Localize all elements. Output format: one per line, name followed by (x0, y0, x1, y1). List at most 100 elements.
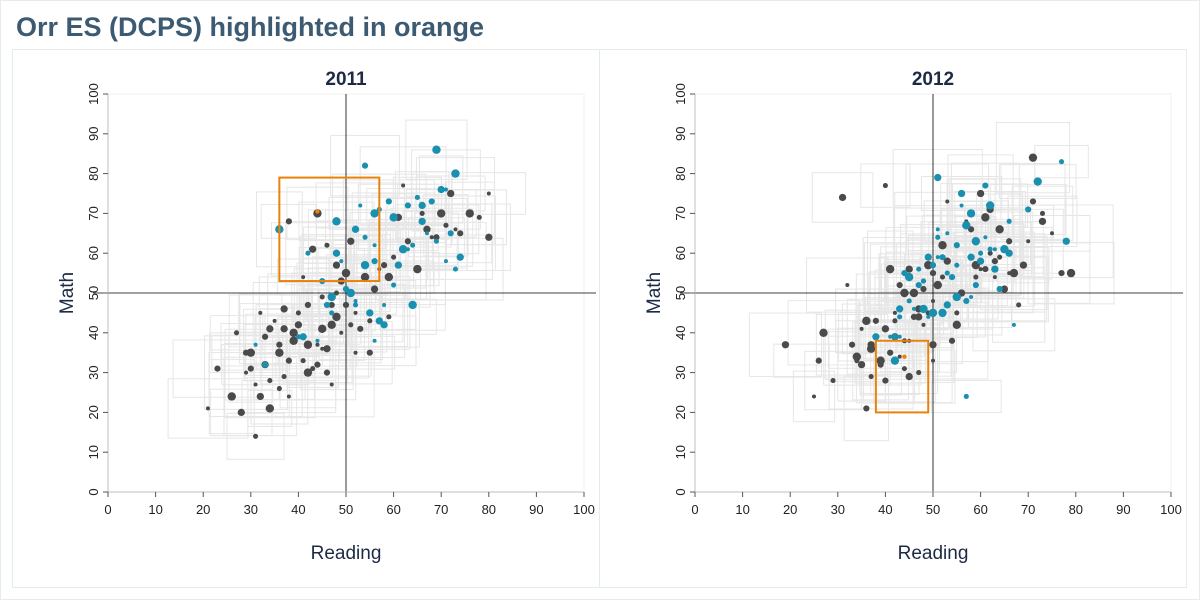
confidence-box (394, 171, 450, 240)
data-point-dark (854, 358, 860, 364)
data-point-dark (978, 267, 983, 272)
y-tick-label: 80 (86, 166, 101, 180)
data-point-dark (276, 341, 283, 348)
data-point-dark (916, 370, 922, 376)
data-point-blue (329, 310, 335, 316)
confidence-box (220, 323, 291, 367)
data-point-dark (881, 325, 890, 333)
x-tick-label: 20 (783, 502, 797, 517)
data-point-blue (954, 262, 960, 268)
data-point-blue (395, 262, 402, 269)
data-point-dark (476, 214, 482, 220)
data-point-dark (285, 218, 292, 225)
confidence-box (221, 343, 309, 386)
data-point-dark (453, 227, 458, 232)
x-tick-label: 60 (386, 502, 400, 517)
data-point-dark (205, 406, 210, 411)
data-point-dark (1006, 238, 1013, 245)
data-point-blue (872, 333, 880, 341)
data-point-dark (404, 238, 411, 245)
confidence-box (792, 370, 836, 423)
confidence-box (286, 186, 349, 241)
data-point-dark (289, 328, 298, 337)
data-point-dark (945, 199, 950, 204)
data-point-blue (916, 266, 922, 272)
data-point-dark (295, 310, 301, 316)
data-point-dark (781, 341, 790, 349)
confidence-box (873, 334, 936, 403)
data-point-dark (304, 301, 312, 309)
confidence-box (386, 197, 468, 269)
confidence-box (998, 164, 1077, 199)
data-point-blue (385, 198, 392, 205)
data-point-blue (992, 247, 997, 252)
scatter-plot-2011: 0 10 20 30 40 50 60 70 80 90 100 0 10 20 30 40 50 60 70 80 9… (57, 69, 596, 564)
x-tick-label: 0 (104, 502, 111, 517)
y-tick-label: 10 (673, 445, 688, 459)
data-point-blue (391, 282, 397, 288)
data-point-blue (1011, 322, 1016, 327)
x-tick-label: 50 (339, 502, 353, 517)
data-point-dark (852, 352, 862, 361)
data-point-blue (437, 185, 445, 194)
y-tick-label: 70 (673, 206, 688, 220)
data-point-blue (443, 259, 448, 264)
data-point-blue (456, 253, 464, 261)
data-point-blue (1062, 237, 1070, 245)
y-tick-label: 0 (673, 488, 688, 495)
data-point-blue (939, 254, 946, 261)
confidence-box (1011, 185, 1074, 242)
confidence-box (892, 149, 983, 207)
data-point-blue (897, 314, 903, 320)
data-point-blue (315, 338, 320, 343)
data-point-dark (882, 377, 889, 384)
data-point-dark (901, 366, 907, 372)
confidence-box (353, 283, 406, 358)
data-point-dark (280, 325, 288, 333)
data-point-dark (367, 318, 373, 324)
data-point-blue (452, 266, 459, 272)
data-point-blue (896, 305, 904, 313)
data-point-blue (404, 202, 411, 209)
data-point-blue (915, 281, 922, 289)
confidence-box (1027, 241, 1115, 305)
data-point-blue (253, 342, 258, 347)
data-point-dark (233, 330, 240, 336)
data-point-blue (372, 338, 377, 343)
data-point-dark (896, 281, 903, 289)
data-point-dark (318, 324, 327, 334)
data-point-dark (303, 368, 313, 377)
data-point-blue (332, 217, 341, 226)
data-point-dark (353, 350, 358, 355)
x-tick-label: 80 (1069, 502, 1083, 517)
data-point-dark (341, 268, 351, 278)
data-point-dark (486, 191, 491, 196)
data-point-dark (360, 272, 370, 282)
confidence-box (300, 355, 354, 391)
data-point-dark (310, 366, 316, 372)
x-tick-label: 20 (196, 502, 210, 517)
data-point-dark (997, 254, 1003, 260)
chart-panel-2011: 0 10 20 30 40 50 60 70 80 90 100 0 10 20 30 40 50 60 70 80 9… (12, 49, 600, 588)
data-point-blue (905, 273, 913, 281)
data-point-dark (948, 337, 956, 344)
data-point-dark (348, 322, 354, 328)
data-point-dark (242, 349, 250, 356)
data-point-blue (358, 203, 363, 208)
confidence-box (226, 412, 285, 460)
data-point-dark (419, 210, 425, 216)
confidence-box (371, 193, 416, 242)
confidence-box (811, 172, 874, 223)
data-point-blue (418, 201, 426, 210)
confidence-box (332, 219, 398, 256)
data-point-dark (323, 345, 331, 353)
data-point-dark (897, 354, 902, 359)
data-point-blue (299, 333, 307, 341)
data-point-dark (812, 394, 816, 399)
highlight-box (278, 176, 381, 283)
confidence-box (965, 221, 1044, 278)
data-point-dark (433, 234, 440, 241)
confidence-box (972, 298, 1056, 352)
data-point-blue (382, 302, 387, 307)
data-point-dark (301, 275, 306, 280)
